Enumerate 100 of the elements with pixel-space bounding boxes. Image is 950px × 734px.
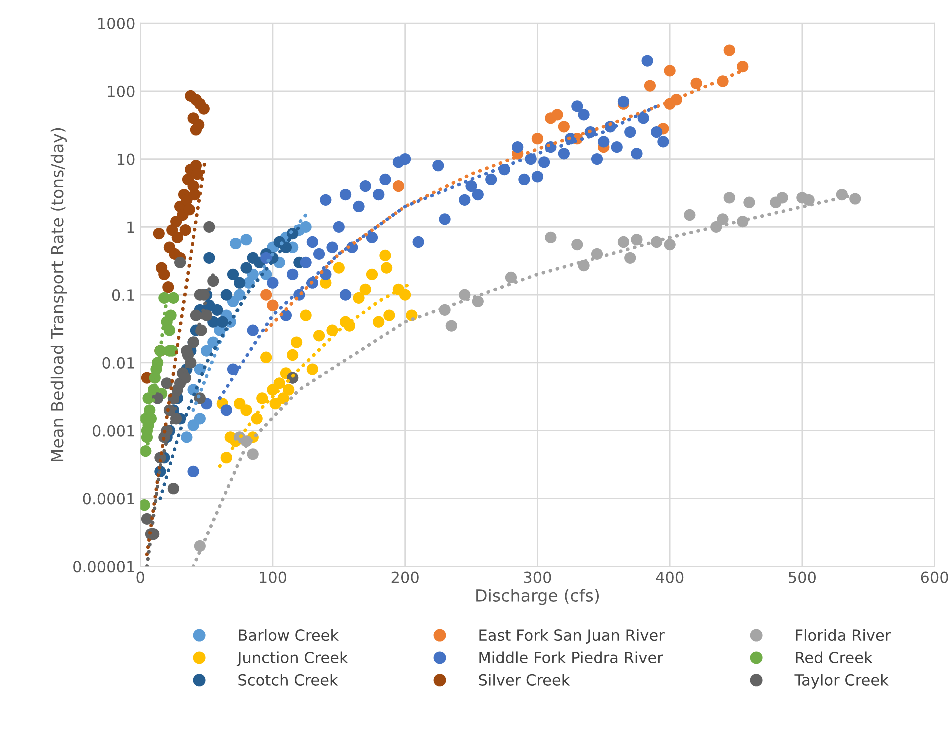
point: [432, 160, 444, 172]
point: [234, 277, 246, 289]
x-tick-label: 200: [392, 572, 419, 584]
point: [220, 404, 232, 416]
point: [267, 277, 279, 289]
point: [558, 148, 570, 160]
point: [189, 188, 201, 201]
point: [651, 126, 663, 138]
y-tick-label: 0.001: [93, 425, 134, 437]
point: [326, 242, 338, 254]
legend-label: Florida River: [796, 629, 892, 642]
y-tick-label: 0.01: [102, 357, 134, 369]
point: [512, 142, 524, 154]
point: [664, 65, 676, 77]
legend-label: Red Creek: [796, 652, 873, 664]
point: [353, 200, 365, 213]
point: [446, 320, 458, 332]
y-tick-label: 10: [118, 154, 135, 166]
legend-label: Junction Creek: [236, 652, 348, 666]
legend-label: East Fork San Juan River: [480, 629, 665, 644]
point: [190, 310, 202, 322]
point: [161, 378, 173, 390]
point: [162, 282, 174, 294]
point: [412, 236, 424, 248]
point: [459, 194, 471, 206]
x-tick-label: 400: [656, 572, 684, 584]
point: [158, 268, 170, 280]
point: [459, 289, 471, 301]
point: [200, 345, 213, 357]
point: [168, 483, 180, 495]
point: [172, 232, 184, 244]
point: [198, 103, 210, 115]
y-tick-label: 0.1: [112, 290, 134, 302]
y-axis-title: Mean Bedload Transport Rate (tons/day): [50, 128, 68, 462]
point: [380, 174, 392, 186]
point: [532, 133, 544, 145]
point: [532, 171, 544, 183]
legend-label: Silver Creek: [479, 674, 570, 686]
point: [192, 168, 204, 180]
legend-label: Taylor Creek: [794, 674, 889, 689]
point: [260, 352, 272, 364]
point: [184, 204, 196, 216]
point: [642, 55, 654, 67]
point: [572, 100, 584, 112]
point: [194, 413, 206, 425]
point: [466, 180, 478, 192]
point: [611, 142, 623, 154]
point: [624, 252, 636, 264]
point: [380, 262, 393, 274]
point: [618, 236, 630, 248]
legend-label: Middle Fork Piedra River: [480, 652, 664, 664]
point: [664, 238, 676, 251]
y-tick-label: 1000: [98, 18, 135, 30]
x-tick-label: 100: [260, 572, 287, 584]
point: [631, 234, 643, 246]
y-tick-label: 0.0001: [83, 493, 134, 505]
point: [240, 262, 252, 274]
point: [558, 121, 570, 133]
point: [545, 232, 557, 244]
point: [313, 330, 326, 342]
point: [776, 192, 788, 204]
point: [306, 236, 318, 248]
point: [724, 44, 736, 56]
point: [360, 180, 372, 192]
point: [340, 289, 352, 301]
x-tick-label: 500: [789, 572, 816, 584]
point: [366, 268, 378, 280]
point: [717, 214, 729, 226]
point: [240, 234, 252, 246]
point: [287, 268, 299, 280]
y-tick-label: 1: [128, 222, 134, 233]
point: [300, 310, 312, 322]
point: [247, 324, 259, 336]
point: [373, 316, 385, 328]
point: [366, 232, 378, 244]
point: [333, 221, 345, 233]
point: [240, 404, 252, 416]
point: [803, 194, 815, 206]
point: [353, 292, 365, 304]
point: [400, 289, 412, 301]
x-tick-label: 300: [524, 572, 552, 584]
point: [313, 248, 326, 260]
point: [230, 238, 242, 250]
point: [174, 256, 186, 268]
legend-label: Scotch Creek: [238, 674, 338, 686]
point: [234, 289, 246, 301]
point: [737, 61, 749, 73]
point: [290, 336, 303, 348]
point: [486, 174, 498, 186]
point: [287, 349, 299, 362]
point: [220, 289, 232, 301]
point: [306, 364, 318, 376]
point: [283, 384, 295, 396]
point: [373, 188, 385, 201]
point: [572, 238, 584, 251]
point: [591, 153, 604, 166]
point: [153, 228, 165, 240]
point: [472, 296, 484, 308]
point: [400, 153, 412, 166]
point: [384, 310, 396, 322]
